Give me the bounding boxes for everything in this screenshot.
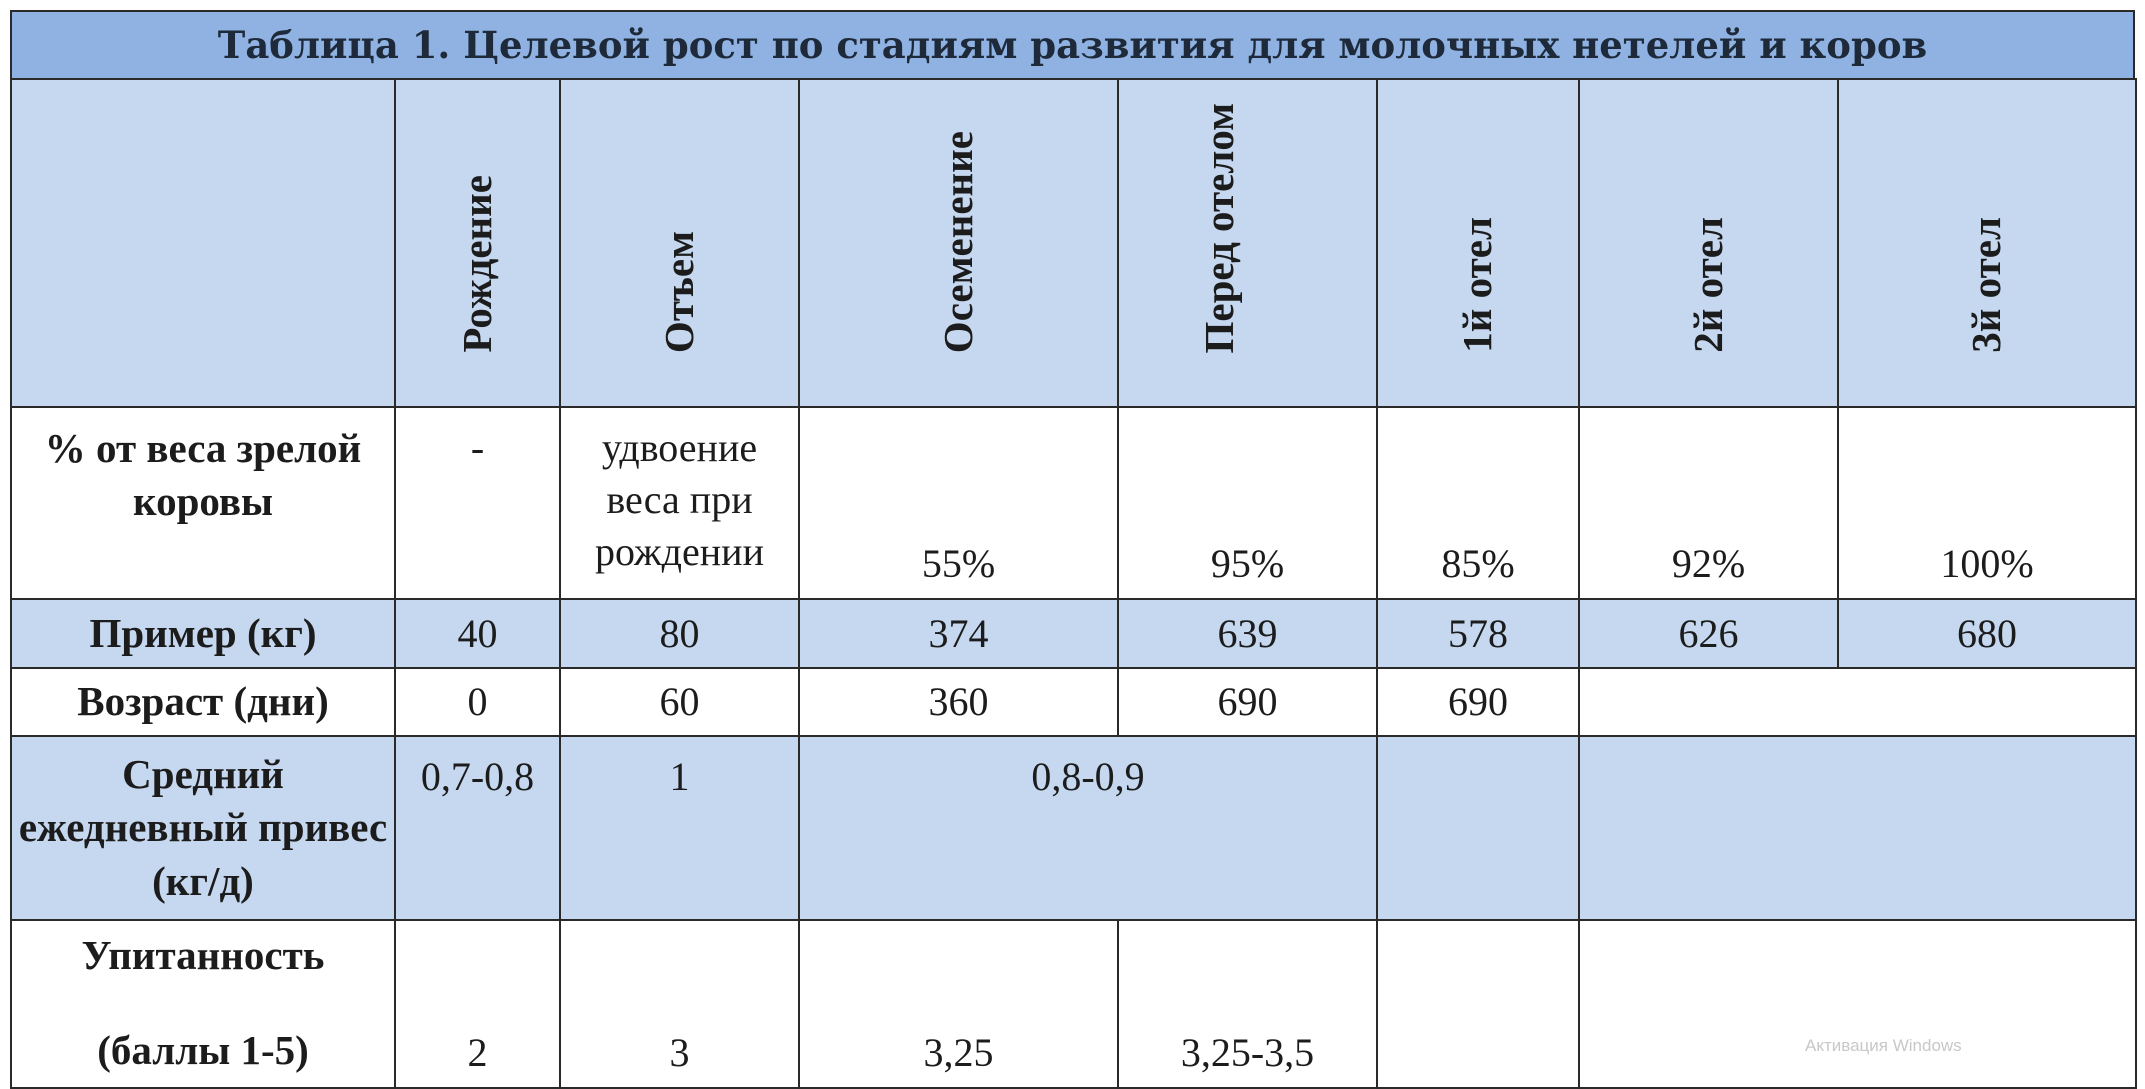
cell-age-pre-calving: 690	[1117, 667, 1378, 737]
header-cell-insemination: Осеменение	[798, 78, 1119, 408]
cell-adg-calving-1	[1376, 735, 1580, 921]
header-label-calving-1: 1й отел	[1454, 217, 1501, 353]
cell-example-kg-calving-3: 680	[1837, 598, 2137, 669]
header-row: Рождение Отъем Осеменение Перед отелом 1…	[10, 78, 2137, 408]
cell-score-insemination: 3,25	[798, 919, 1119, 1089]
row-label-weight-pct: % от веса зрелой коровы	[10, 406, 396, 600]
header-label-birth: Рождение	[453, 175, 500, 353]
table-title: Таблица 1. Целевой рост по стадиям разви…	[10, 10, 2135, 78]
cell-adg-insemination-pre-calving: 0,8-0,9	[798, 735, 1378, 921]
table-row-avg-daily-gain: Средний ежедневный привес (кг/д) 0,7-0,8…	[10, 735, 2137, 921]
windows-activation-watermark: Активация Windows	[1805, 1036, 1962, 1055]
row-label-avg-daily-gain: Средний ежедневный привес (кг/д)	[10, 735, 396, 921]
cell-example-kg-insemination: 374	[798, 598, 1119, 669]
header-cell-weaning: Отъем	[559, 78, 800, 408]
cell-weight-pct-insemination: 55%	[798, 406, 1119, 600]
cell-adg-calving-2-3	[1578, 735, 2137, 921]
cell-score-calving-1	[1376, 919, 1580, 1089]
cell-age-calving-2-3	[1578, 667, 2137, 737]
row-label-condition-score-line1: Упитанность	[81, 932, 325, 978]
table-container: Таблица 1. Целевой рост по стадиям разви…	[10, 10, 2137, 1089]
cell-weight-pct-calving-3: 100%	[1837, 406, 2137, 600]
cell-example-kg-calving-1: 578	[1376, 598, 1580, 669]
cell-weight-pct-birth: -	[394, 406, 561, 600]
cell-example-kg-calving-2: 626	[1578, 598, 1839, 669]
header-cell-birth: Рождение	[394, 78, 561, 408]
row-label-example-kg: Пример (кг)	[10, 598, 396, 669]
cell-age-calving-1: 690	[1376, 667, 1580, 737]
row-label-condition-score: Упитанность (баллы 1-5)	[10, 919, 396, 1089]
header-cell-pre-calving: Перед отелом	[1117, 78, 1378, 408]
cell-example-kg-weaning: 80	[559, 598, 800, 669]
cell-age-insemination: 360	[798, 667, 1119, 737]
table-row-weight-pct: % от веса зрелой коровы - удвоение веса …	[10, 406, 2137, 600]
header-label-pre-calving: Перед отелом	[1195, 102, 1242, 353]
cell-weight-pct-weaning: удвоение веса при рождении	[559, 406, 800, 600]
header-cell-calving-2: 2й отел	[1578, 78, 1839, 408]
cell-adg-weaning: 1	[559, 735, 800, 921]
cell-example-kg-birth: 40	[394, 598, 561, 669]
cell-weight-pct-calving-1: 85%	[1376, 406, 1580, 600]
row-label-age-days: Возраст (дни)	[10, 667, 396, 737]
row-label-condition-score-line2: (баллы 1-5)	[97, 1027, 309, 1074]
table-row-condition-score: Упитанность (баллы 1-5) 2 3 3,25 3,25-3,…	[10, 919, 2137, 1089]
cell-age-birth: 0	[394, 667, 561, 737]
cell-score-weaning: 3	[559, 919, 800, 1089]
cell-adg-birth: 0,7-0,8	[394, 735, 561, 921]
header-cell-calving-3: 3й отел	[1837, 78, 2137, 408]
cell-weight-pct-pre-calving: 95%	[1117, 406, 1378, 600]
cell-example-kg-pre-calving: 639	[1117, 598, 1378, 669]
cell-score-calving-2-3	[1578, 919, 2137, 1089]
cell-score-pre-calving: 3,25-3,5	[1117, 919, 1378, 1089]
table-row-age-days: Возраст (дни) 0 60 360 690 690	[10, 667, 2137, 737]
growth-table: Рождение Отъем Осеменение Перед отелом 1…	[10, 78, 2137, 1089]
cell-score-birth: 2	[394, 919, 561, 1089]
header-cell-calving-1: 1й отел	[1376, 78, 1580, 408]
header-label-calving-3: 3й отел	[1963, 217, 2010, 353]
cell-age-weaning: 60	[559, 667, 800, 737]
header-label-weaning: Отъем	[655, 230, 702, 353]
table-row-example-kg: Пример (кг) 40 80 374 639 578 626 680	[10, 598, 2137, 669]
header-corner	[10, 78, 396, 408]
header-label-insemination: Осеменение	[934, 130, 981, 353]
cell-weight-pct-calving-2: 92%	[1578, 406, 1839, 600]
header-label-calving-2: 2й отел	[1684, 217, 1731, 353]
